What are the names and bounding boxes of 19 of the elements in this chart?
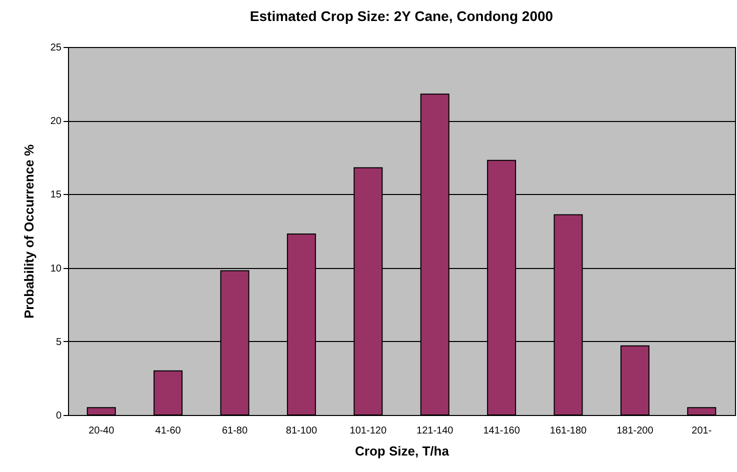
x-tick-label: 41-60	[155, 426, 182, 436]
x-axis-title: Crop Size, T/ha	[355, 444, 450, 458]
y-axis-title: Probability of Occurrence %	[21, 144, 36, 319]
x-tick-label: 61-80	[222, 426, 248, 436]
y-tick-label: 20	[50, 116, 62, 128]
y-tick-label: 15	[50, 190, 62, 201]
x-tick-label: 101-120	[350, 426, 387, 436]
x-tick-label: 20-40	[88, 426, 115, 436]
x-tick-label: 121-140	[416, 426, 454, 436]
x-tick-label: 161-180	[550, 426, 588, 436]
chart-title: Estimated Crop Size: 2Y Cane, Condong 2000	[250, 8, 554, 24]
y-tick-label: 0	[56, 410, 62, 422]
x-tick-label: 81-100	[286, 426, 318, 436]
y-tick-label: 10	[50, 263, 62, 274]
y-tick-label: 25	[50, 42, 62, 54]
y-tick-label: 5	[56, 336, 62, 348]
x-tick-label: 181-200	[616, 426, 654, 436]
x-tick-label: 141-160	[483, 426, 520, 436]
x-tick-label: 201-	[692, 426, 712, 436]
